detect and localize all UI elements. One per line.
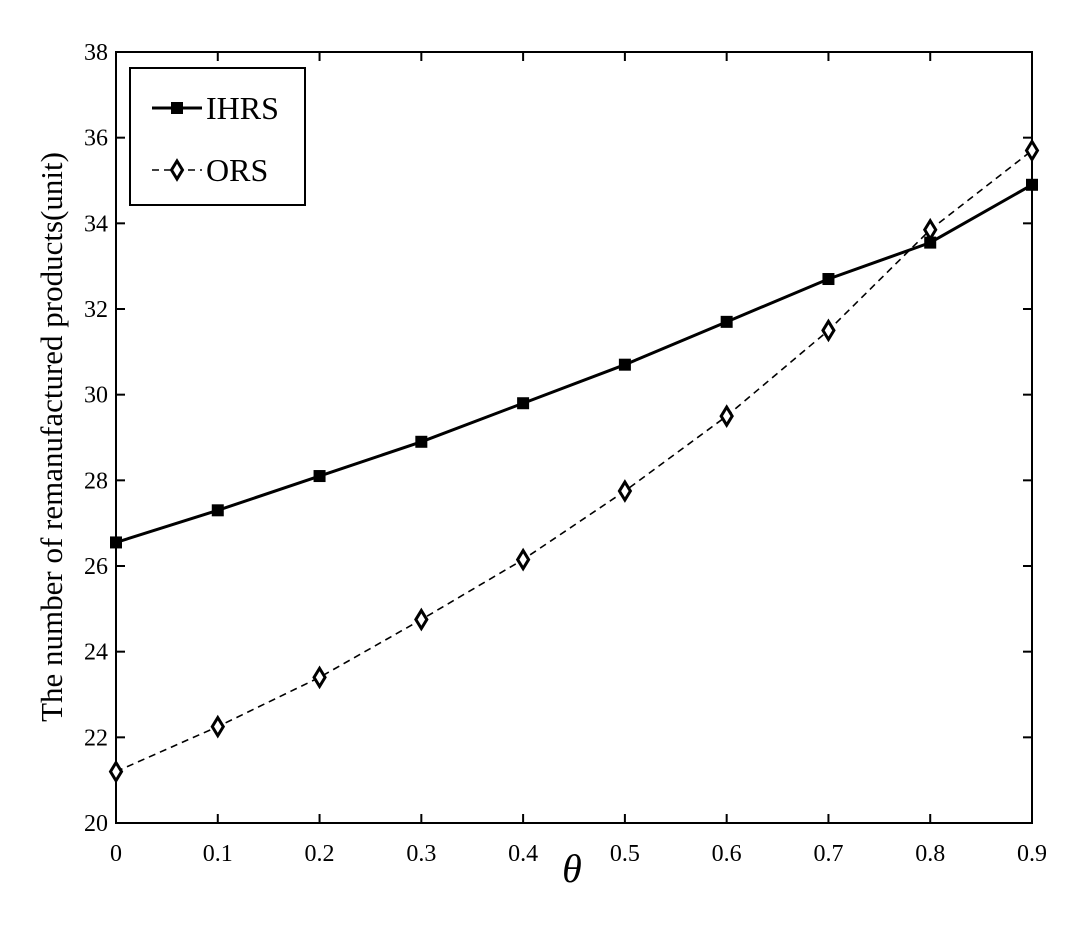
x-tick-label: 0.3 xyxy=(406,841,436,867)
plot-frame xyxy=(115,51,1033,824)
square-marker xyxy=(720,315,733,328)
diamond-marker xyxy=(515,547,531,572)
x-tick-label: 0.7 xyxy=(813,841,843,867)
diamond-marker xyxy=(108,759,124,784)
x-tick-label: 0 xyxy=(110,841,122,867)
square-marker xyxy=(924,236,937,249)
y-tick-label: 26 xyxy=(84,554,108,580)
legend-box xyxy=(129,67,306,206)
y-tick-label: 22 xyxy=(84,725,108,751)
series-line xyxy=(115,149,1033,773)
x-tick-label: 0.8 xyxy=(915,841,945,867)
diamond-marker xyxy=(719,404,734,428)
series-line xyxy=(115,183,1033,544)
square-marker xyxy=(313,470,326,483)
x-tick-label: 0.1 xyxy=(203,841,233,867)
square-marker xyxy=(1026,178,1038,191)
y-axis-label: The number of remanufactured products(un… xyxy=(34,152,69,722)
square-marker xyxy=(517,397,530,410)
y-tick-label: 34 xyxy=(84,211,108,237)
legend-label: ORS xyxy=(206,152,268,188)
legend-label: IHRS xyxy=(206,90,279,126)
y-tick-label: 24 xyxy=(84,640,108,666)
y-tick-label: 30 xyxy=(84,383,108,409)
diamond-marker xyxy=(312,665,327,690)
diamond-marker xyxy=(922,217,938,242)
legend-marker xyxy=(169,158,185,182)
x-tick-label: 0.2 xyxy=(305,841,335,867)
square-marker xyxy=(415,435,428,448)
x-tick-label: 0.9 xyxy=(1017,841,1047,867)
square-marker xyxy=(110,536,122,549)
y-tick-label: 20 xyxy=(84,811,108,837)
diamond-marker xyxy=(1024,138,1040,163)
y-tick-label: 32 xyxy=(84,297,108,323)
y-tick-label: 38 xyxy=(84,40,108,66)
y-tick-label: 36 xyxy=(84,126,108,152)
diamond-marker xyxy=(414,607,429,632)
square-marker xyxy=(618,358,631,371)
legend-marker xyxy=(171,102,183,114)
square-marker xyxy=(211,504,224,517)
diamond-marker xyxy=(210,714,226,739)
square-marker xyxy=(822,273,835,286)
x-axis-label: θ xyxy=(562,846,582,891)
x-tick-label: 0.5 xyxy=(610,841,640,867)
diamond-marker xyxy=(821,318,836,343)
x-tick-label: 0.4 xyxy=(508,841,538,867)
y-tick-label: 28 xyxy=(84,468,108,494)
diamond-marker xyxy=(617,479,633,503)
x-tick-label: 0.6 xyxy=(712,841,742,867)
